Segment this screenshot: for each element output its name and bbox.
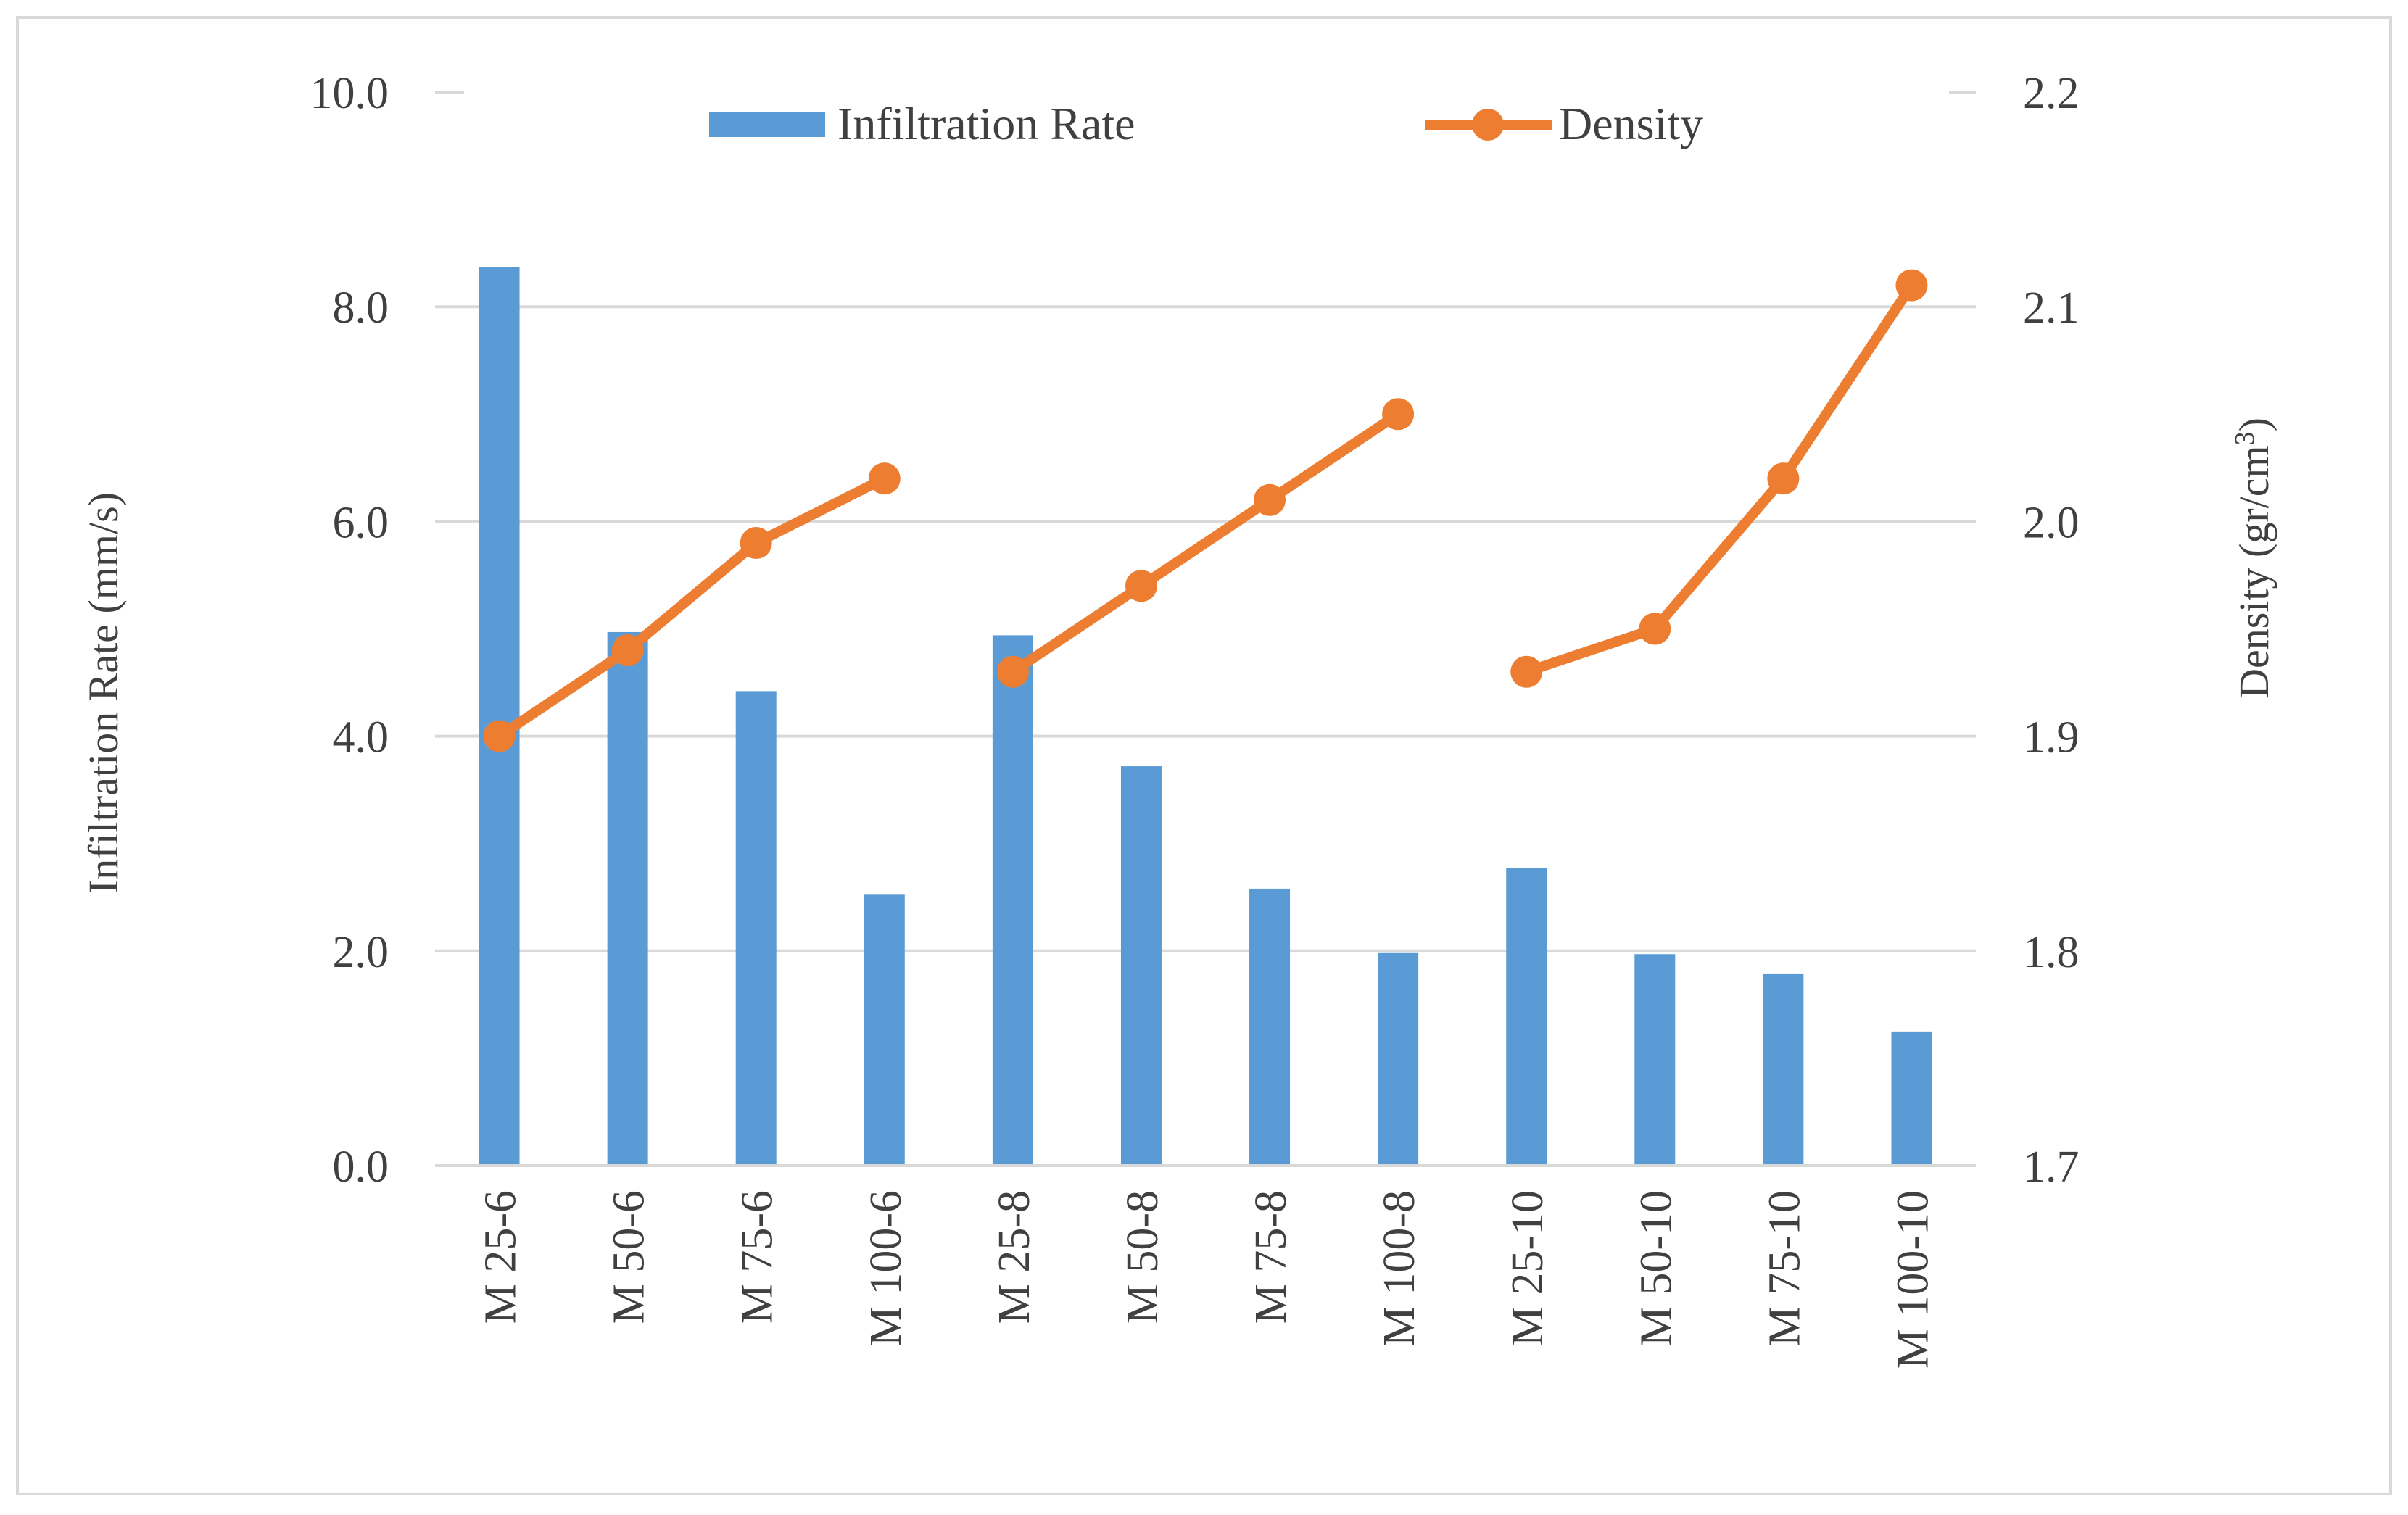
line-density-segment — [1524, 282, 1916, 677]
y-left-tick-label: 10.0 — [310, 69, 389, 118]
y-right-axis-title-close: ) — [2230, 418, 2277, 431]
line-density-segment — [496, 473, 887, 741]
bar-infiltration-rate — [479, 267, 520, 1166]
point-density — [1639, 613, 1671, 645]
point-density — [996, 655, 1029, 688]
bar-infiltration-rate — [607, 631, 648, 1166]
bar-layer — [479, 267, 1932, 1166]
point-density — [1125, 570, 1157, 602]
y-left-tick-label: 2.0 — [333, 928, 389, 977]
bar-infiltration-rate — [864, 894, 905, 1166]
legend-swatch-density-marker — [1472, 109, 1504, 141]
axis-layer: 0.0 2.0 4.0 6.0 8.0 10.0 1.7 1.8 1.9 2.0 2.1 2.2 M 2… — [310, 69, 2080, 1369]
y-right-tick-label: 2.0 — [2023, 498, 2080, 547]
x-tick-label: M 50-10 — [1631, 1190, 1681, 1346]
point-density — [868, 462, 901, 495]
legend-label-infiltration-rate: Infiltration Rate — [837, 98, 1135, 149]
point-density — [1767, 462, 1800, 495]
bar-infiltration-rate — [1506, 868, 1547, 1166]
point-density — [1510, 655, 1543, 688]
bar-infiltration-rate — [1763, 973, 1804, 1166]
line-layer — [483, 269, 1928, 752]
y-left-tick-label: 6.0 — [333, 498, 389, 547]
x-tick-label: M 75-8 — [1246, 1190, 1296, 1324]
legend-swatch-infiltration-rate — [709, 112, 825, 137]
x-tick-label: M 100-6 — [861, 1190, 911, 1346]
bar-infiltration-rate — [992, 635, 1033, 1166]
y-right-axis-title: Density (gr/cm3) — [2230, 418, 2277, 699]
x-tick-label: M 25-10 — [1503, 1190, 1552, 1346]
bar-infiltration-rate — [1249, 888, 1291, 1166]
bar-infiltration-rate — [1634, 954, 1676, 1166]
y-right-tick-label: 1.7 — [2023, 1142, 2080, 1192]
point-density — [1895, 269, 1928, 302]
x-tick-label: M 75-6 — [733, 1190, 782, 1324]
chart-border — [16, 16, 2392, 1495]
x-tick-label: M 75-10 — [1760, 1190, 1809, 1346]
y-right-axis-title-sup: 3 — [2230, 431, 2260, 445]
y-right-tick-label: 2.2 — [2023, 69, 2080, 118]
y-right-axis-title-main: Density (gr/cm — [2230, 445, 2277, 699]
x-tick-label: M 50-8 — [1118, 1190, 1167, 1324]
point-density — [611, 634, 644, 667]
y-left-axis-title: Infiltration Rate (mm/s) — [80, 492, 127, 894]
grid-layer — [435, 91, 1976, 952]
y-right-tick-label: 1.8 — [2023, 928, 2080, 977]
point-density — [1254, 483, 1286, 516]
x-tick-label: M 50-6 — [605, 1190, 654, 1324]
point-density — [1382, 398, 1415, 431]
bar-infiltration-rate — [735, 691, 777, 1166]
y-right-tick-label: 1.9 — [2023, 713, 2080, 763]
point-density — [483, 720, 516, 752]
x-tick-label: M 100-10 — [1888, 1190, 1937, 1369]
y-left-tick-label: 0.0 — [333, 1142, 389, 1192]
bar-infiltration-rate — [1120, 766, 1162, 1166]
line-density-segment — [1009, 410, 1402, 676]
y-left-tick-label: 4.0 — [333, 713, 389, 763]
x-tick-label: M 25-8 — [990, 1190, 1039, 1324]
y-left-tick-label: 8.0 — [333, 283, 389, 333]
x-tick-label: M 100-8 — [1375, 1190, 1424, 1346]
x-tick-label: M 25-6 — [476, 1190, 526, 1324]
point-density — [740, 527, 772, 560]
legend: Infiltration Rate Density — [709, 98, 1703, 149]
legend-label-density: Density — [1559, 98, 1703, 149]
bar-infiltration-rate — [1891, 1031, 1932, 1166]
y-right-tick-label: 2.1 — [2023, 283, 2080, 333]
bar-infiltration-rate — [1378, 952, 1419, 1166]
